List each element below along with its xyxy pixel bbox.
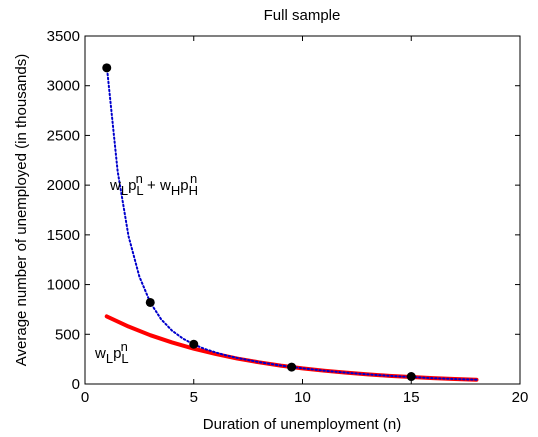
x-tick-label: 0: [81, 389, 89, 406]
y-tick-label: 2000: [47, 177, 80, 194]
data-point: [102, 63, 112, 73]
y-tick-label: 500: [55, 326, 80, 343]
y-tick-label: 3500: [47, 28, 80, 45]
y-tick-label: 1500: [47, 227, 80, 244]
y-tick-label: 1000: [47, 277, 80, 294]
annotation-part: n: [190, 171, 197, 186]
y-tick-label: 2500: [47, 127, 80, 144]
annotation-part: H: [171, 183, 180, 198]
x-tick-label: 10: [294, 389, 311, 406]
data-point: [189, 339, 199, 349]
annotation-part: H: [189, 183, 198, 198]
annotation: wLpLn + wHpHn: [109, 171, 198, 198]
y-tick-label: 3000: [47, 78, 80, 95]
annotation-part: w: [94, 345, 106, 362]
data-point: [145, 297, 155, 307]
annotation-part: p: [128, 177, 136, 194]
x-axis-label: Duration of unemployment (n): [203, 416, 401, 433]
y-axis-label: Average number of unemployed (in thousan…: [13, 54, 30, 366]
x-tick-label: 20: [512, 389, 529, 406]
annotation-part: L: [106, 351, 113, 366]
annotation-part: w: [109, 177, 121, 194]
annotation-part: n: [136, 171, 143, 186]
annotation-part: + w: [143, 177, 171, 194]
x-tick-label: 15: [403, 389, 420, 406]
annotation: wLpLn: [94, 339, 129, 366]
annotation-part: p: [113, 345, 121, 362]
data-point: [287, 362, 297, 372]
series-line: [105, 64, 478, 381]
chart-title: Full sample: [264, 7, 341, 24]
annotation-part: p: [180, 177, 188, 194]
plot-frame: [84, 35, 521, 385]
data-point: [406, 372, 416, 382]
annotation-part: L: [136, 183, 143, 198]
annotation-part: L: [121, 183, 128, 198]
y-tick-label: 0: [72, 376, 80, 393]
annotation-part: n: [121, 339, 128, 354]
annotation-part: L: [121, 351, 128, 366]
x-tick-label: 5: [190, 389, 198, 406]
